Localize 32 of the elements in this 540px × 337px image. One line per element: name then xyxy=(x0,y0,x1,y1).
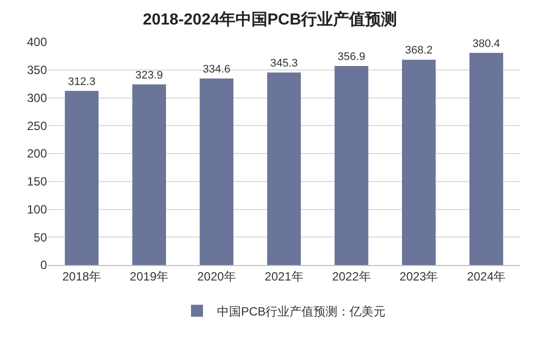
data-label: 312.3 xyxy=(68,76,96,88)
data-label: 323.9 xyxy=(135,69,163,82)
y-tick-label: 50 xyxy=(34,230,48,244)
x-tick-label: 2019年 xyxy=(130,269,168,284)
data-label: 356.9 xyxy=(338,51,366,64)
y-tick-label: 400 xyxy=(26,35,48,50)
data-label: 368.2 xyxy=(405,44,433,57)
data-label: 380.4 xyxy=(472,38,500,50)
y-tick-label: 200 xyxy=(26,146,48,161)
bar xyxy=(402,60,436,265)
chart-title: 2018-2024年中国PCB行业产值预测 xyxy=(142,10,398,29)
data-label: 345.3 xyxy=(270,58,298,70)
x-tick-label: 2021年 xyxy=(264,269,304,284)
x-tick-label: 2020年 xyxy=(197,269,236,284)
bar xyxy=(132,84,166,265)
bar xyxy=(200,78,234,265)
bar xyxy=(334,66,368,265)
y-tick-label: 0 xyxy=(40,258,48,272)
x-tick-label: 2018年 xyxy=(62,269,102,284)
x-tick-label: 2023年 xyxy=(400,269,438,284)
y-tick-label: 250 xyxy=(26,118,48,133)
legend-label: 中国PCB行业产值预测：亿美元 xyxy=(217,304,386,318)
bar xyxy=(64,90,99,265)
x-tick-label: 2024年 xyxy=(466,269,506,284)
bar xyxy=(469,52,504,265)
y-tick-label: 100 xyxy=(26,202,48,216)
bar xyxy=(267,72,301,265)
y-tick-label: 150 xyxy=(26,174,48,189)
x-tick-label: 2022年 xyxy=(332,269,371,284)
data-label: 334.6 xyxy=(202,63,230,76)
y-tick-label: 300 xyxy=(26,90,48,105)
y-tick-label: 350 xyxy=(26,63,48,78)
